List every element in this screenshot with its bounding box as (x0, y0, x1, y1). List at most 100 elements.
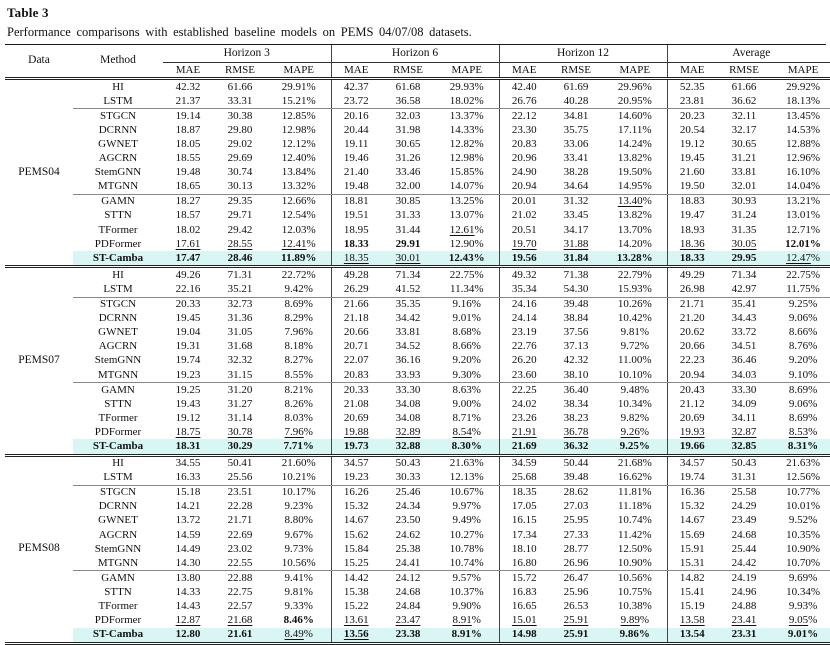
metric-cell: 30.93 (731, 195, 757, 208)
col-header-rmse: RMSE (213, 62, 267, 81)
metric-cell: 18.93 (679, 223, 705, 236)
metric-cell: 9.81% (603, 325, 668, 340)
metric-cell: 33.45 (563, 209, 589, 222)
table-row: STGCN 19.14 30.38 12.85% 20.16 32.03 13.37% 22.… (5, 108, 830, 124)
metric-cell: 10.90% (786, 542, 820, 555)
metric-cell: 8.69% (788, 383, 818, 396)
metric-cell: 10.26% (603, 297, 668, 312)
col-header-horizon12: Horizon 12 (499, 45, 668, 63)
metric-cell: 9.42% (267, 282, 332, 298)
metric-cell: 10.67% (435, 485, 500, 500)
metric-cell: 14.60% (603, 108, 668, 124)
metric-cell: 33.93 (381, 367, 436, 384)
metric-cell: 22.28 (227, 500, 253, 513)
metric-cell: 29.69 (227, 152, 253, 165)
metric-cell: 30.38 (227, 109, 253, 122)
table-row: AGCRN 14.59 22.69 9.67% 15.62 24.62 10.27% 17.3… (5, 528, 830, 543)
metric-cell: 19.50 (667, 179, 718, 195)
metric-cell: 13.70% (603, 223, 668, 238)
metric-cell: 31.33 (395, 209, 421, 222)
metric-cell: 15.32 (679, 500, 705, 513)
metric-cell: 31.88 (563, 237, 589, 250)
metric-cell: 33.41 (563, 152, 589, 165)
metric-cell: 8.26% (267, 397, 332, 412)
metric-cell: 32.03 (395, 109, 421, 122)
dataset-cell: PEMS04 (5, 78, 73, 269)
metric-cell: 18.55 (175, 152, 201, 165)
metric-cell: 14.82 (679, 571, 705, 584)
metric-cell: 8.71% (435, 411, 500, 426)
metric-cell: 23.81 (667, 94, 718, 110)
metric-cell: 23.49 (731, 514, 757, 527)
table-row: DCRNN 19.45 31.36 8.29% 21.18 34.42 9.01% 24.14… (5, 311, 830, 326)
metric-cell: 24.34 (395, 500, 421, 513)
metric-cell: 18.33 (343, 237, 369, 250)
method-cell: StemGNN (94, 354, 142, 367)
metric-cell: 13.45% (786, 109, 820, 122)
metric-cell: 14.30 (163, 556, 213, 572)
metric-cell: 38.84 (563, 312, 589, 325)
metric-cell: 7.96% (267, 425, 332, 440)
metric-cell: 12.43% (435, 251, 500, 269)
metric-cell: 32.88 (381, 439, 436, 457)
method-cell: MTGNN (73, 367, 163, 384)
metric-cell: 25.58 (731, 486, 757, 499)
metric-cell: 8.68% (435, 325, 500, 340)
metric-cell: 20.62 (679, 326, 705, 339)
metric-cell: 25.38 (395, 542, 421, 555)
metric-cell: 36.32 (549, 439, 604, 457)
metric-cell: 30.13 (213, 179, 267, 195)
metric-cell: 12.80 (163, 627, 213, 645)
metric-cell: 21.40 (343, 166, 369, 179)
method-cell: AGCRN (98, 152, 138, 165)
metric-cell: 11.18% (603, 499, 668, 514)
metric-cell: 19.23 (331, 470, 382, 486)
metric-cell: 19.70 (511, 237, 537, 250)
metric-cell: 9.81% (267, 585, 332, 600)
metric-cell: 33.06 (563, 138, 589, 151)
metric-cell: 13.82% (603, 208, 668, 224)
table-row: DCRNN 18.87 29.80 12.98% 20.44 31.98 14.33% 23.… (5, 123, 830, 138)
metric-cell: 29.95 (717, 251, 772, 269)
metric-cell: 24.16 (511, 298, 537, 311)
metric-cell: 15.19 (679, 600, 705, 613)
metric-cell: 18.31 (163, 439, 213, 457)
method-cell: STTN (104, 585, 132, 598)
col-header-average: Average (667, 45, 830, 63)
metric-cell: 20.16 (343, 109, 369, 122)
method-cell: STGCN (99, 486, 137, 499)
metric-cell: 31.68 (227, 340, 253, 353)
metric-cell: 8.91% (435, 613, 500, 628)
method-cell: TFormer (98, 223, 138, 236)
metric-cell: 13.80 (175, 571, 201, 584)
metric-cell: 71.34 (395, 268, 421, 281)
metric-cell: 22.72% (267, 266, 332, 283)
table-row: PEMS07 HI 49.26 71.31 22.72% 49.28 71.34 22.75%… (5, 266, 830, 457)
metric-cell: 19.93 (679, 425, 705, 438)
metric-cell: 12.96% (786, 152, 820, 165)
metric-cell: 8.54% (435, 425, 500, 440)
table-row: GWNET 13.72 21.71 8.80% 14.67 23.50 9.49% 16.15… (5, 513, 830, 528)
table-row: StemGNN 19.74 32.32 8.27% 22.07 36.16 9.20% 26.… (5, 353, 830, 368)
metric-cell: 29.91 (395, 237, 421, 250)
metric-cell: 29.42 (227, 223, 253, 236)
metric-cell: 34.17 (563, 223, 589, 236)
metric-cell: 21.12 (679, 397, 705, 410)
metric-cell: 16.83 (511, 585, 537, 598)
metric-cell: 20.96 (511, 152, 537, 165)
metric-cell: 15.62 (343, 528, 369, 541)
metric-cell: 21.71 (227, 514, 253, 527)
metric-cell: 37.13 (563, 340, 589, 353)
metric-cell: 61.69 (563, 80, 589, 93)
metric-cell: 7.71% (267, 439, 332, 457)
metric-cell: 38.23 (563, 411, 589, 424)
metric-cell: 35.21 (213, 282, 267, 298)
metric-cell: 14.95% (603, 179, 668, 195)
metric-cell: 18.83 (679, 195, 705, 208)
metric-cell: 52.35 (679, 80, 705, 93)
metric-cell: 12.40% (267, 151, 332, 166)
metric-cell: 13.58 (679, 614, 705, 627)
table-row: PEMS04 HI 42.32 61.66 29.91% 42.37 61.68 29.93%… (5, 78, 830, 269)
metric-cell: 9.25% (788, 298, 818, 311)
metric-cell: 23.41 (731, 614, 757, 627)
